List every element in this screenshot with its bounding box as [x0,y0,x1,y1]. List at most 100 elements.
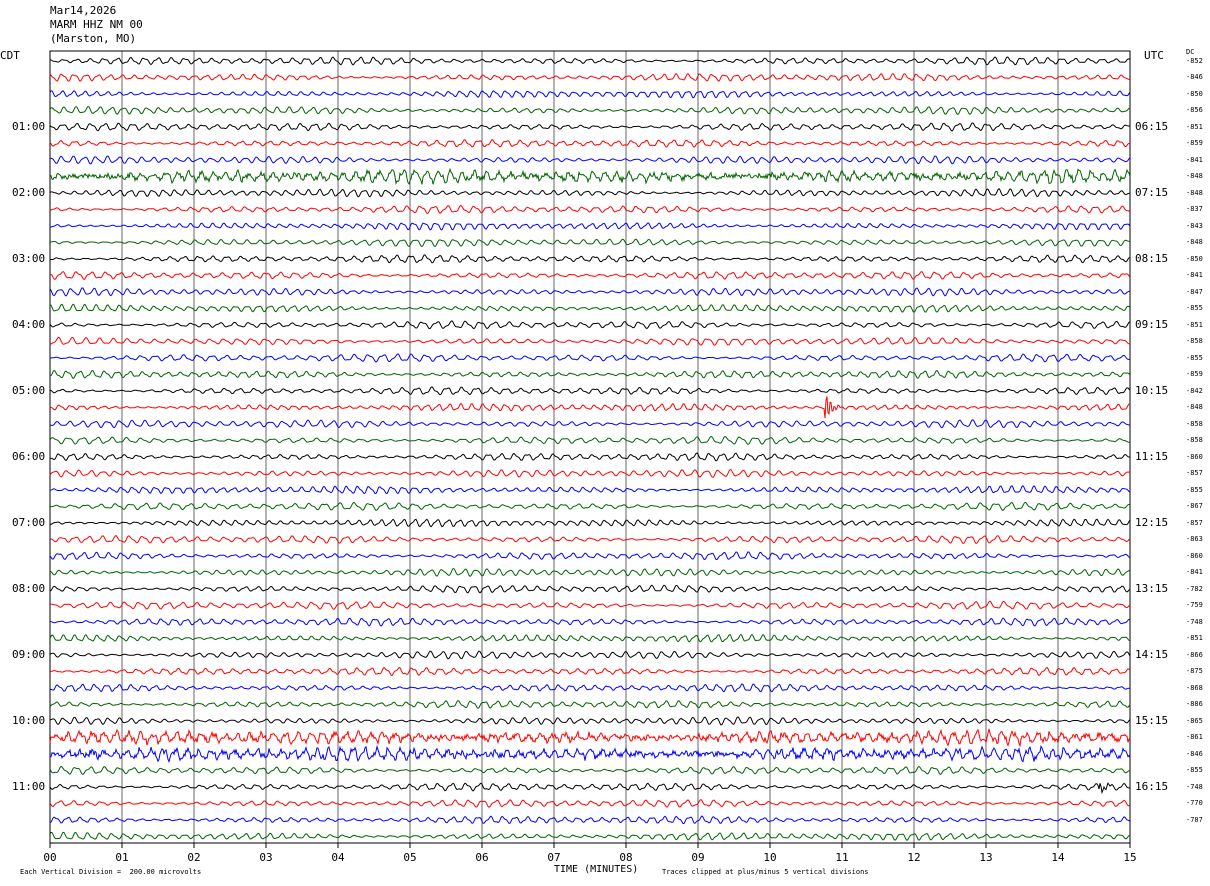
seismic-trace-32 [49,584,1131,594]
seismic-trace-31 [49,568,1131,577]
dc-offset-value: -848 [1186,188,1203,197]
seismic-trace-24 [49,452,1131,462]
scale-note: Each Vertical Division = 200.00 microvol… [20,868,202,876]
seismic-trace-28 [49,518,1131,528]
seismic-trace-16 [49,320,1131,330]
header-station: MARM HHZ NM 00 [50,18,143,31]
dc-offset-value: -857 [1186,518,1203,527]
seismic-trace-37 [49,666,1131,677]
left-hour-label: 11:00 [12,779,46,793]
seismic-trace-1 [49,72,1131,82]
dc-offset-value: -846 [1186,749,1203,758]
dc-offset-value: -858 [1186,436,1203,445]
dc-offset-value: -748 [1186,782,1203,791]
dc-offset-value: -855 [1186,304,1203,313]
seismic-trace-5 [49,138,1131,148]
dc-offset-value: -748 [1186,617,1203,626]
dc-offset-value: -859 [1186,139,1203,148]
seismic-trace-39 [49,699,1131,709]
dc-offset-value: -855 [1186,485,1203,494]
dc-column-label: DC [1186,48,1195,56]
seismic-trace-18 [49,353,1131,363]
dc-offset-value: -858 [1186,337,1203,346]
right-hour-label: 14:15 [1135,647,1169,661]
x-tick-label: 08 [619,851,633,864]
dc-offset-value: -843 [1186,221,1203,230]
seismic-trace-26 [49,485,1131,495]
seismic-trace-6 [49,155,1131,165]
seismic-trace-47 [49,831,1131,841]
seismic-trace-8 [49,187,1131,198]
x-tick-label: 14 [1051,851,1065,864]
seismic-trace-34 [49,617,1131,627]
right-hour-label: 08:15 [1135,251,1169,265]
x-tick-label: 12 [907,851,921,864]
dc-offset-value: -847 [1186,287,1203,296]
seismic-trace-15 [49,303,1131,313]
dc-offset-value: -851 [1186,122,1203,131]
left-hour-label: 09:00 [12,647,46,661]
x-tick-label: 13 [979,851,993,864]
x-tick-label: 10 [763,851,777,864]
seismic-trace-19 [49,369,1131,380]
dc-offset-value: -855 [1186,353,1203,362]
left-hour-label: 02:00 [12,185,46,199]
left-timezone-label: CDT [0,49,20,62]
dc-offset-value: -860 [1186,452,1203,461]
seismic-trace-25 [49,469,1131,479]
clip-note: Traces clipped at plus/minus 5 vertical … [662,868,869,876]
dc-offset-value: -841 [1186,271,1203,280]
seismic-trace-41 [49,728,1131,748]
x-tick-label: 07 [547,851,561,864]
seismic-trace-20 [49,386,1131,396]
seismic-trace-22 [49,419,1131,429]
seismic-trace-12 [49,254,1131,264]
right-hour-label: 06:15 [1135,119,1169,133]
x-tick-label: 09 [691,851,705,864]
dc-offset-value: -842 [1186,386,1203,395]
seismic-trace-36 [49,650,1131,660]
right-timezone-label: UTC [1144,49,1164,62]
dc-offset-value: -856 [1186,106,1203,115]
dc-offset-value: -851 [1186,320,1203,329]
right-hour-label: 09:15 [1135,317,1169,331]
dc-offset-value: -863 [1186,535,1203,544]
seismic-trace-14 [49,287,1131,297]
right-hour-label: 13:15 [1135,581,1169,595]
header-date: Mar14,2026 [50,4,117,17]
dc-offset-value: -841 [1186,155,1203,164]
dc-offset-value: -859 [1186,370,1203,379]
left-hour-label: 04:00 [12,317,46,331]
x-tick-label: 03 [259,851,273,864]
plot-frame [49,50,1131,844]
left-hour-label: 06:00 [12,449,46,463]
x-tick-label: 11 [835,851,849,864]
seismic-trace-13 [49,270,1131,281]
dc-offset-value: -868 [1186,683,1203,692]
seismic-trace-17 [49,336,1131,346]
right-hour-label: 16:15 [1135,779,1169,793]
seismic-trace-0 [49,56,1131,66]
seismic-trace-9 [49,204,1131,214]
dc-offset-value: -837 [1186,205,1203,214]
seismic-trace-27 [49,501,1131,511]
left-hour-label: 07:00 [12,515,46,529]
x-tick-label: 02 [187,851,201,864]
seismic-trace-40 [49,716,1131,726]
right-hour-label: 10:15 [1135,383,1169,397]
header-location: (Marston, MO) [50,32,137,45]
seismic-trace-30 [49,551,1131,561]
dc-offset-value: -865 [1186,716,1203,725]
seismic-trace-2 [49,90,1131,99]
seismic-trace-11 [49,238,1131,248]
seismic-trace-7 [49,167,1131,185]
dc-offset-value: -867 [1186,502,1203,511]
dc-offset-value: -860 [1186,551,1203,560]
seismic-trace-4 [49,122,1131,132]
dc-offset-value: -846 [1186,73,1203,82]
dc-offset-value: -886 [1186,700,1203,709]
dc-offset-value: -855 [1186,766,1203,775]
dc-offset-value: -858 [1186,419,1203,428]
left-hour-label: 01:00 [12,119,46,133]
dc-offset-value: -850 [1186,254,1203,263]
